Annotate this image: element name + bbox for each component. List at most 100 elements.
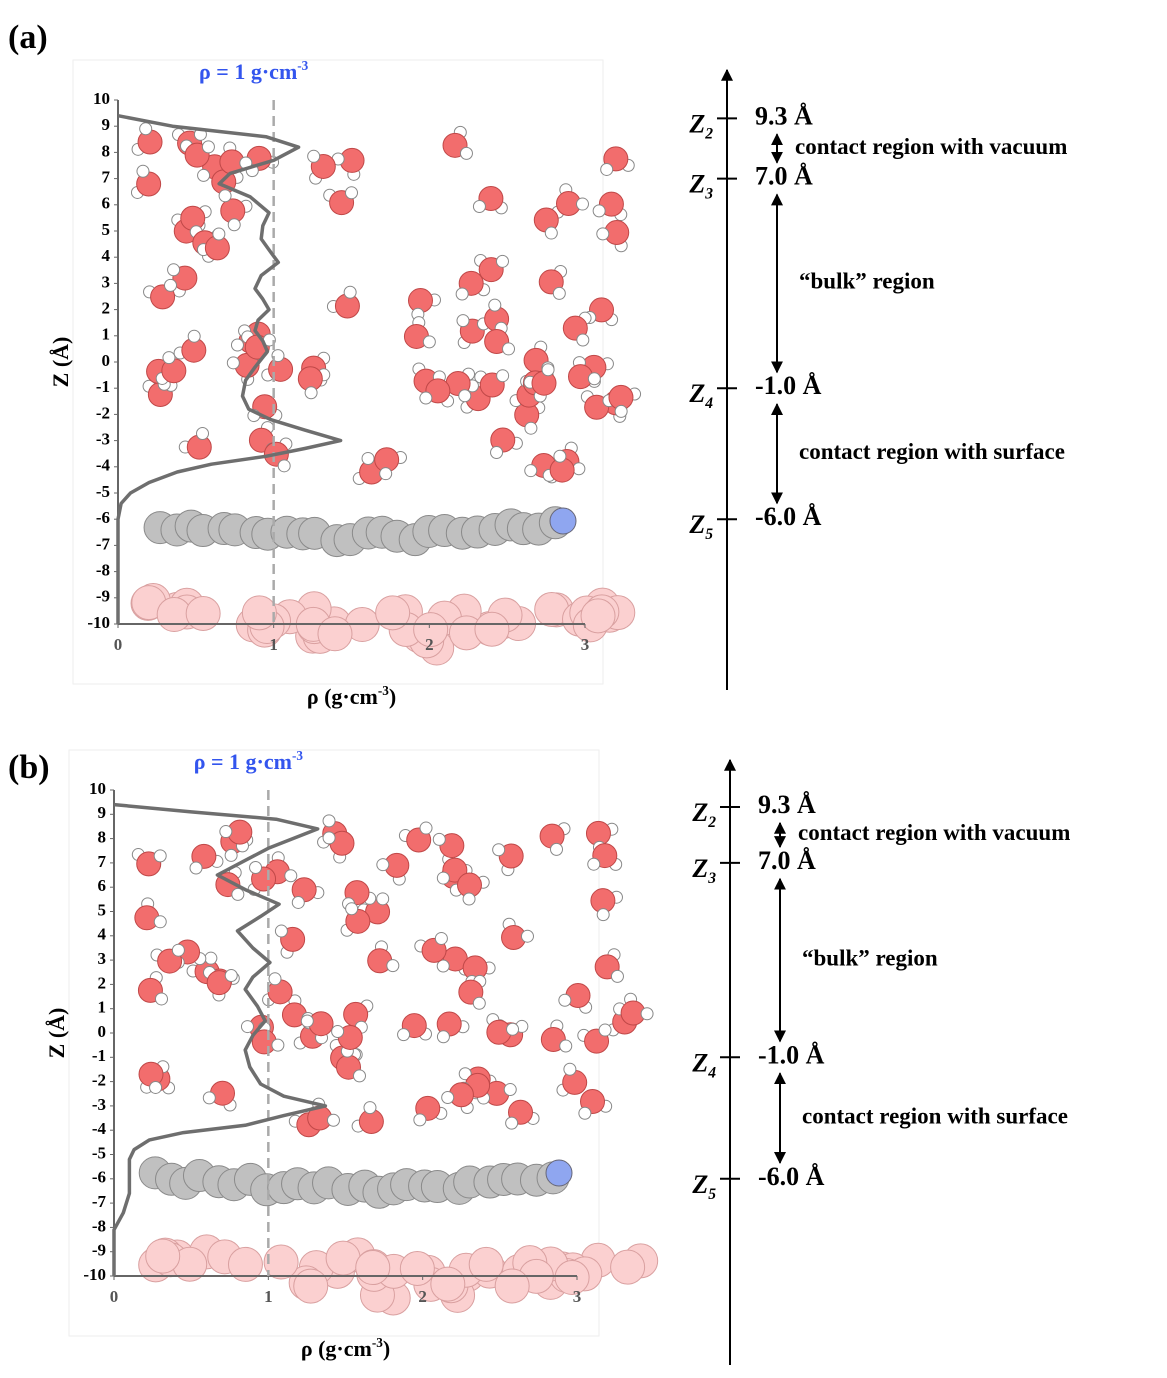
- y-tick-label: -8: [96, 561, 110, 580]
- panel-label: (a): [8, 19, 48, 56]
- level-symbol: Z5: [688, 510, 713, 543]
- hydrogen: [495, 254, 509, 268]
- x-axis-label-part: -3: [372, 1335, 383, 1350]
- hydrogen: [196, 426, 210, 440]
- y-tick-label: -4: [92, 1119, 107, 1138]
- hydrogen: [490, 446, 504, 460]
- x-axis-label-part: ): [389, 684, 396, 709]
- hydrogen: [492, 843, 506, 857]
- y-tick-label: 4: [98, 925, 107, 944]
- y-tick-label: 4: [102, 246, 111, 265]
- hydrogen: [458, 389, 472, 403]
- hydrogen: [376, 892, 390, 906]
- hydrogen: [322, 814, 336, 828]
- y-tick-label: -5: [96, 482, 110, 501]
- x-axis-label-part: ρ (g·cm: [301, 1336, 372, 1361]
- y-tick-label: 8: [102, 141, 111, 160]
- hydrogen: [462, 892, 476, 906]
- y-tick-label: -9: [96, 587, 110, 606]
- hydrogen: [345, 902, 359, 916]
- y-tick-label: -3: [96, 430, 110, 449]
- y-tick-label: 5: [98, 900, 107, 919]
- hydrogen: [153, 915, 167, 929]
- x-tick-label: 0: [110, 1287, 119, 1306]
- level-symbol: Z2: [691, 798, 716, 831]
- y-tick-label: 5: [102, 220, 111, 239]
- region-label: “bulk” region: [799, 269, 935, 294]
- x-axis-label: ρ (g·cm-3): [307, 683, 396, 710]
- x-axis-label: ρ (g·cm-3): [301, 1335, 390, 1362]
- hydrogen: [197, 168, 211, 182]
- hydrogen: [268, 972, 282, 986]
- hydrogen: [249, 861, 263, 875]
- y-tick-label: 2: [98, 973, 107, 992]
- y-tick-label: 3: [102, 272, 111, 291]
- hydrogen: [600, 162, 614, 176]
- level-symbol-part: 4: [704, 395, 713, 412]
- hydrogen: [419, 391, 433, 405]
- level-symbol-part: 3: [704, 186, 713, 203]
- hydrogen: [520, 929, 534, 943]
- hydrogen: [212, 227, 226, 241]
- level-symbol-part: 2: [707, 814, 716, 831]
- substrate-atom: [375, 595, 411, 631]
- hydrogen: [455, 287, 469, 301]
- hydrogen: [231, 887, 245, 901]
- hydrogen: [153, 849, 167, 863]
- hydrogen: [472, 200, 486, 214]
- level-symbol: Z4: [691, 1048, 716, 1081]
- hydrogen: [171, 943, 185, 957]
- hydrogen: [224, 848, 238, 862]
- hydrogen: [441, 1090, 455, 1104]
- substrate-atom: [494, 1268, 530, 1304]
- y-tick-label: 9: [102, 115, 111, 134]
- hydrogen: [419, 821, 433, 835]
- x-tick-label: 2: [418, 1287, 427, 1306]
- hydrogen: [553, 449, 567, 463]
- y-tick-label: -8: [92, 1216, 106, 1235]
- y-tick-label: 9: [98, 803, 107, 822]
- hydrogen: [587, 372, 601, 386]
- density-curve: [116, 113, 343, 624]
- hydrogen: [488, 298, 502, 312]
- level-symbol: Z5: [691, 1170, 716, 1203]
- substrate-atom: [293, 1268, 329, 1304]
- level-label: -6.0 Å: [755, 502, 822, 531]
- hydrogen: [304, 386, 318, 400]
- y-tick-label: 6: [98, 876, 107, 895]
- hydrogen: [162, 351, 176, 365]
- level-symbol-part: Z: [691, 798, 708, 827]
- hydrogen: [149, 1080, 163, 1094]
- level-label: 7.0 Å: [755, 162, 813, 191]
- x-axis-label-part: -3: [378, 683, 389, 698]
- hydrogen: [502, 342, 516, 356]
- hydrogen: [300, 1014, 314, 1028]
- hydrogen: [614, 404, 628, 418]
- y-tick-label: -5: [92, 1143, 106, 1162]
- hydrogen: [575, 197, 589, 211]
- hydrogen: [558, 993, 572, 1007]
- level-label: -6.0 Å: [758, 1162, 825, 1191]
- hydrogen: [524, 421, 538, 435]
- hydrogen: [277, 459, 291, 473]
- hydrogen: [219, 825, 233, 839]
- level-symbol-part: 5: [705, 526, 713, 543]
- level-label: 7.0 Å: [758, 846, 816, 875]
- x-tick-label: 3: [573, 1287, 582, 1306]
- hydrogen: [218, 189, 232, 203]
- hydrogen: [274, 924, 288, 938]
- hydrogen: [226, 356, 240, 370]
- level-label: -1.0 Å: [755, 371, 822, 400]
- hydrogen: [552, 286, 566, 300]
- y-tick-label: -1: [92, 1046, 106, 1065]
- hydrogen: [496, 369, 510, 383]
- hydrogen: [376, 858, 390, 872]
- y-tick-label: -10: [87, 613, 110, 632]
- level-symbol-part: Z: [688, 379, 705, 408]
- substrate-atom: [554, 1260, 590, 1296]
- level-symbol-part: 2: [704, 125, 713, 142]
- hydrogen: [598, 1023, 612, 1037]
- hydrogen: [271, 349, 285, 363]
